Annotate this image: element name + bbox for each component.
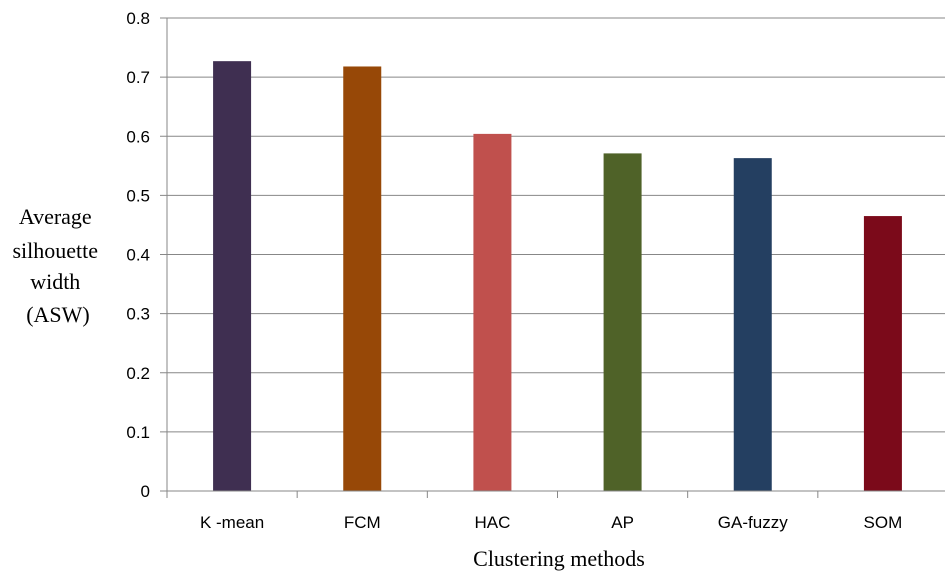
y-axis-ticks — [160, 17, 167, 492]
y-tick-label: 0.7 — [126, 68, 150, 87]
y-tick-label: 0.2 — [126, 364, 150, 383]
bar — [213, 61, 252, 491]
y-tick-label: 0.5 — [126, 186, 150, 205]
x-axis-ticks — [166, 491, 819, 498]
x-axis-tick-labels: K -mean FCM HAC AP GA-fuzzy SOM — [200, 513, 902, 532]
y-tick-label: 0.6 — [126, 127, 150, 146]
bar — [863, 216, 902, 491]
y-axis-title-line: silhouette — [12, 238, 98, 263]
x-tick-label: FCM — [344, 513, 381, 532]
gridlines — [167, 17, 945, 433]
x-tick-label: K -mean — [200, 513, 264, 532]
y-tick-label: 0.3 — [126, 305, 150, 324]
x-tick-label: GA-fuzzy — [718, 513, 788, 532]
y-axis-title-line: Average — [19, 204, 92, 229]
bar — [603, 153, 642, 492]
bar — [473, 133, 512, 491]
x-tick-label: AP — [611, 513, 634, 532]
y-axis-title: Average silhouette width (ASW) — [12, 204, 103, 327]
x-tick-label: HAC — [474, 513, 510, 532]
y-axis-tick-labels: 0 0.1 0.2 0.3 0.4 0.5 0.6 0.7 0.8 — [126, 9, 150, 501]
y-axis-title-line: width — [30, 269, 80, 294]
bars — [213, 61, 902, 492]
x-axis-title: Clustering methods — [473, 546, 645, 571]
bar — [733, 158, 772, 491]
x-tick-label: SOM — [864, 513, 903, 532]
y-axis-title-line: (ASW) — [26, 302, 90, 327]
y-tick-label: 0.1 — [126, 423, 150, 442]
y-tick-label: 0.8 — [126, 9, 150, 28]
y-tick-label: 0.4 — [126, 246, 150, 265]
y-tick-label: 0 — [141, 482, 150, 501]
bar — [343, 66, 382, 492]
